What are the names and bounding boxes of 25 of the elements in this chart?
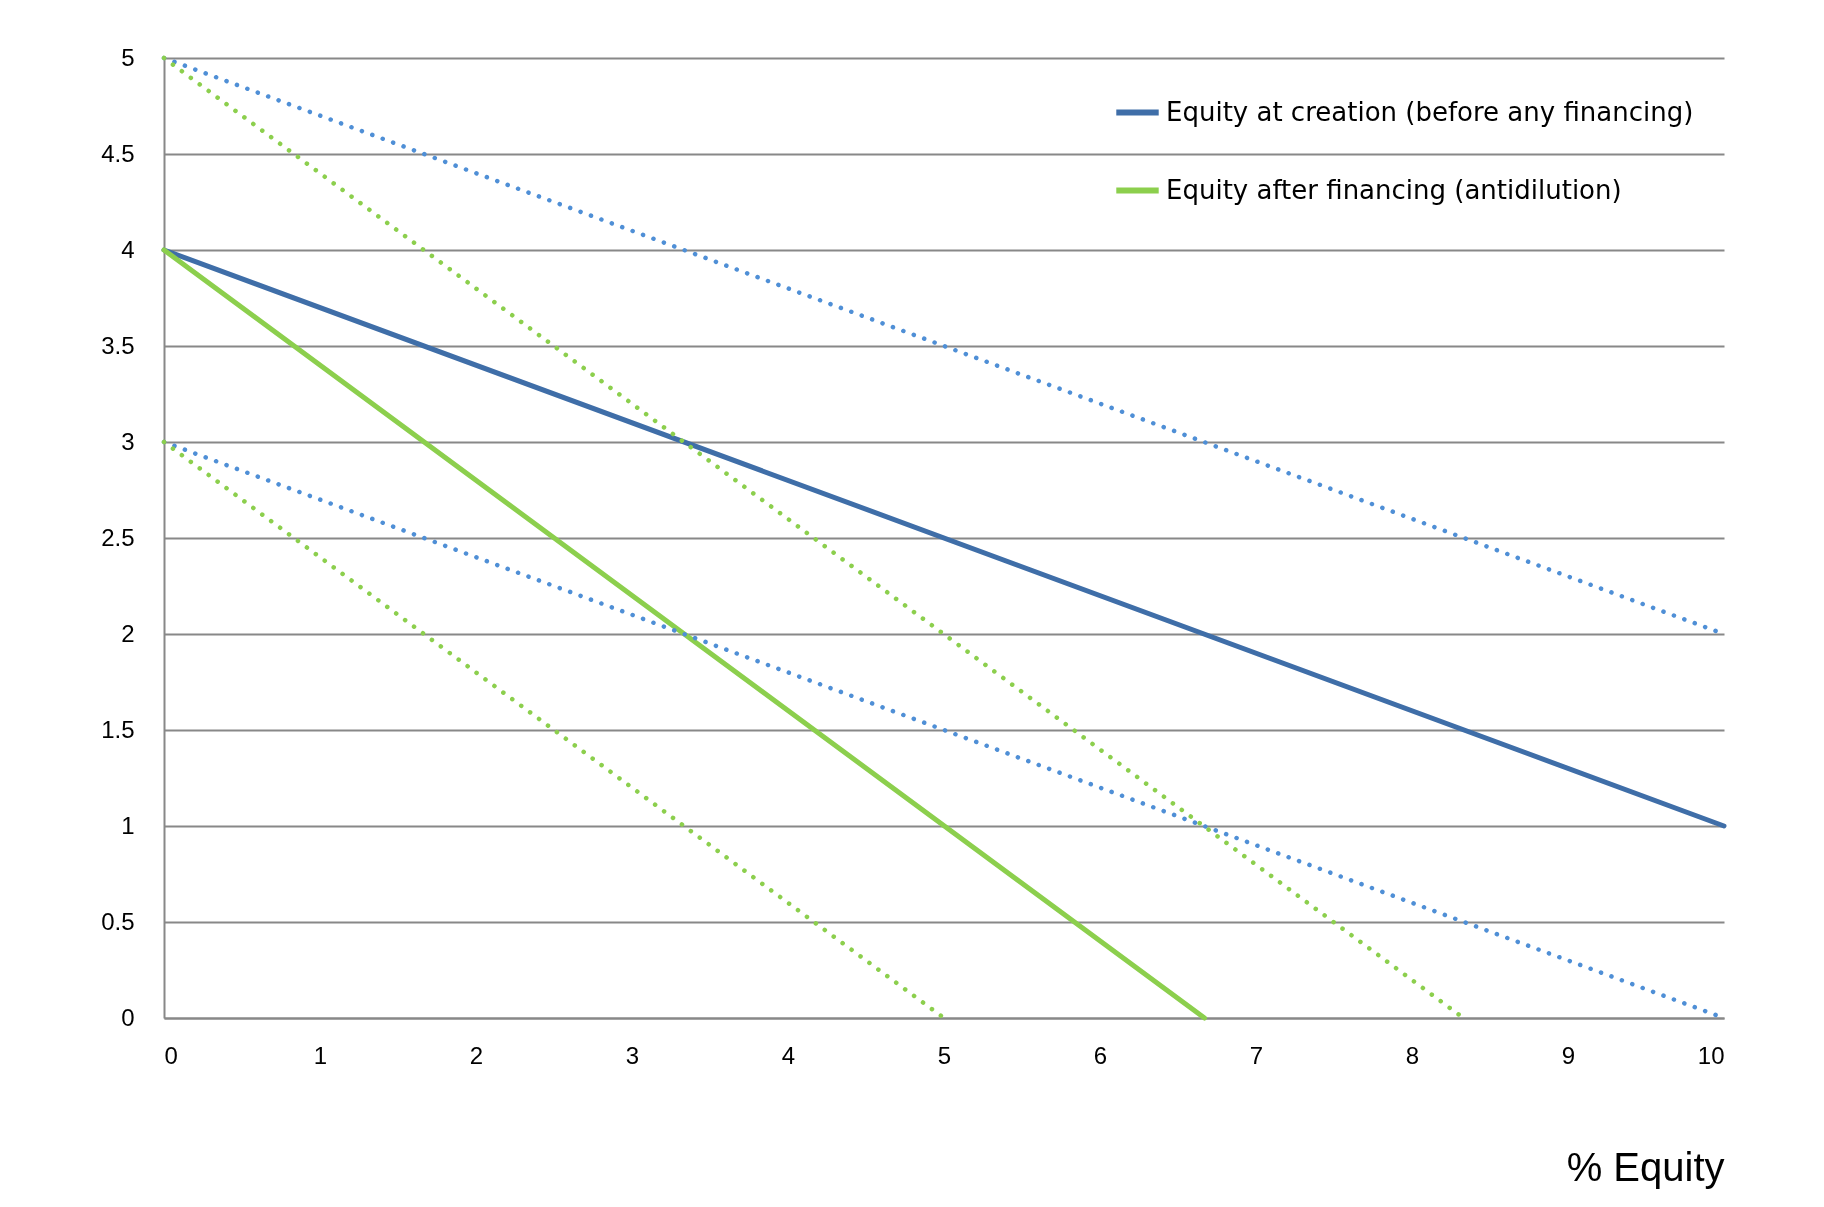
x-tick-label: 4 [781,1041,796,1069]
y-tick-label: 0.5 [101,907,135,935]
y-tick-label: 5 [121,43,135,71]
x-axis-title: % Equity [1566,1144,1725,1189]
y-tick-label: 4.5 [101,139,135,167]
y-tick-label: 4 [121,235,135,263]
legend-label: Equity at creation (before any financing) [1166,96,1694,127]
y-tick-label: 1.5 [101,715,135,743]
x-tick-label: 10 [1697,1041,1725,1069]
x-tick-label: 7 [1249,1041,1264,1069]
y-tick-label: 3 [121,427,135,455]
x-tick-label: 5 [937,1041,952,1069]
x-tick-label: 1 [313,1041,328,1069]
x-tick-label: 6 [1093,1041,1108,1069]
x-tick-label: 8 [1405,1041,1420,1069]
y-tick-label: 3.5 [101,331,135,359]
y-tick-label: 1 [121,811,135,839]
y-tick-label: 0 [121,1003,135,1031]
y-tick-label: 2.5 [101,523,135,551]
x-tick-label: 3 [625,1041,640,1069]
y-tick-label: 2 [121,619,135,647]
legend-label: Equity after financing (antidilution) [1166,174,1622,205]
x-tick-label: 0 [164,1041,178,1069]
x-tick-label: 2 [469,1041,484,1069]
x-tick-label: 9 [1561,1041,1576,1069]
